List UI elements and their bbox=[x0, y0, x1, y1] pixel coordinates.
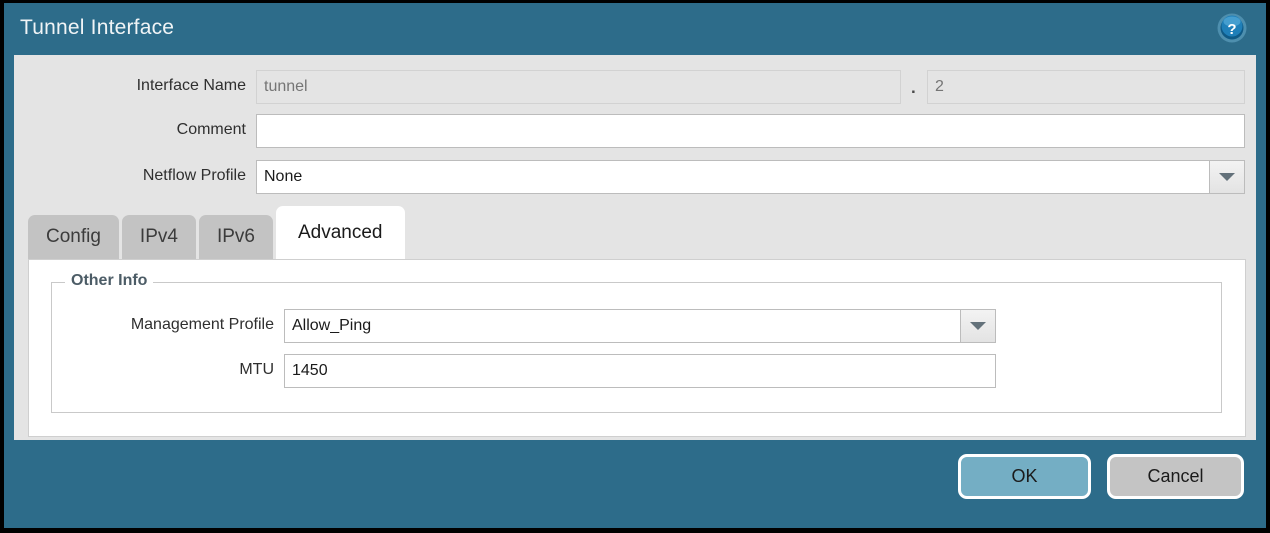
comment-label: Comment bbox=[176, 121, 246, 138]
management-profile-input[interactable] bbox=[284, 309, 960, 343]
dialog-footer: OK Cancel bbox=[4, 440, 1266, 528]
netflow-profile-combo[interactable] bbox=[256, 160, 1245, 194]
management-profile-dropdown-button[interactable] bbox=[960, 309, 996, 343]
tab-ipv4[interactable]: IPv4 bbox=[121, 215, 196, 259]
mtu-input[interactable] bbox=[284, 354, 996, 388]
tab-config[interactable]: Config bbox=[28, 215, 119, 259]
other-info-fieldset: Other Info Management Profile MTU bbox=[51, 272, 1222, 413]
interface-name-suffix-input[interactable] bbox=[927, 70, 1245, 104]
tab-advanced-label: Advanced bbox=[297, 222, 383, 243]
dialog-body: Interface Name . Comment Netflow Profile… bbox=[14, 55, 1256, 440]
chevron-down-icon bbox=[970, 322, 986, 330]
cancel-button-label: Cancel bbox=[1147, 466, 1204, 486]
tunnel-interface-dialog: Tunnel Interface ? Interface Name . Comm… bbox=[4, 3, 1266, 528]
tab-ipv4-label: IPv4 bbox=[139, 226, 178, 247]
tab-ipv6[interactable]: IPv6 bbox=[198, 215, 273, 259]
management-profile-label: Management Profile bbox=[130, 316, 274, 333]
advanced-tab-panel: Other Info Management Profile MTU bbox=[28, 259, 1246, 437]
netflow-profile-label: Netflow Profile bbox=[142, 167, 246, 184]
management-profile-combo[interactable] bbox=[284, 309, 996, 343]
svg-text:?: ? bbox=[1227, 21, 1236, 38]
mtu-label: MTU bbox=[239, 361, 274, 378]
tab-strip: Config IPv4 IPv6 Advanced bbox=[28, 206, 408, 259]
ok-button-label: OK bbox=[1011, 466, 1038, 486]
tab-config-label: Config bbox=[46, 226, 101, 247]
netflow-profile-dropdown-button[interactable] bbox=[1209, 160, 1245, 194]
dialog-titlebar: Tunnel Interface ? bbox=[4, 3, 1266, 55]
tab-ipv6-label: IPv6 bbox=[216, 226, 255, 247]
ok-button[interactable]: OK bbox=[958, 454, 1091, 499]
dialog-title: Tunnel Interface bbox=[20, 16, 175, 39]
interface-name-separator: . bbox=[911, 78, 916, 97]
chevron-down-icon bbox=[1219, 173, 1235, 181]
tab-advanced[interactable]: Advanced bbox=[275, 206, 405, 259]
comment-input[interactable] bbox=[256, 114, 1245, 148]
netflow-profile-input[interactable] bbox=[256, 160, 1209, 194]
interface-name-base-input bbox=[256, 70, 901, 104]
other-info-legend: Other Info bbox=[65, 272, 154, 290]
help-circle-icon[interactable]: ? bbox=[1217, 13, 1247, 43]
interface-name-label: Interface Name bbox=[136, 77, 246, 94]
cancel-button[interactable]: Cancel bbox=[1107, 454, 1244, 499]
